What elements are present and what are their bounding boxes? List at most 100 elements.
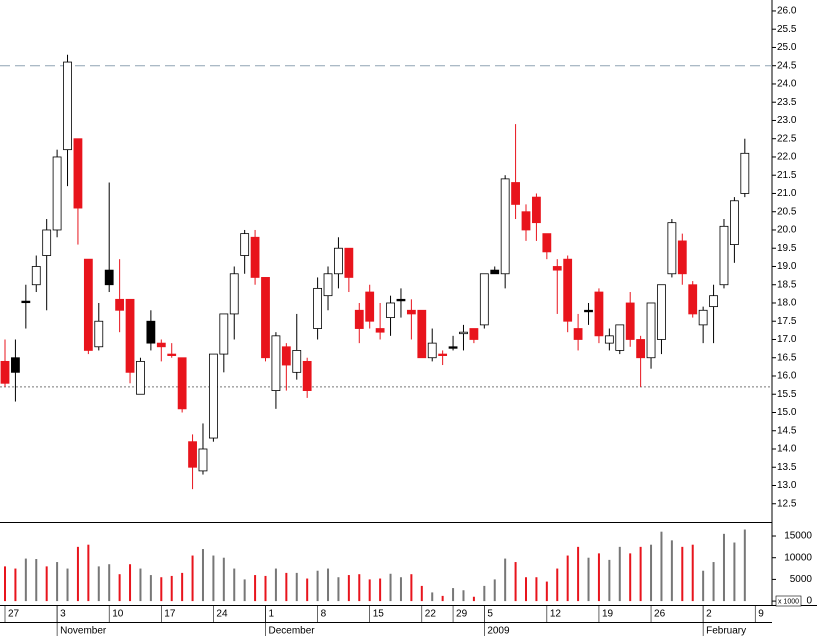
candle-body — [698, 309, 708, 326]
y-tick-label: 14.0 — [777, 444, 797, 455]
volume-bar — [431, 592, 434, 602]
candle-body — [636, 339, 646, 359]
volume-bar — [66, 568, 69, 602]
candle-body — [563, 258, 573, 322]
volume-bar — [691, 544, 694, 602]
volume-bar — [56, 562, 59, 602]
y-tick-label: 24.0 — [777, 79, 797, 90]
candle-body — [709, 295, 718, 308]
candle-body — [552, 266, 562, 271]
x-tick-label: 8 — [321, 609, 327, 620]
candle-body — [11, 357, 20, 373]
volume-bar — [670, 540, 673, 602]
candle-body — [281, 346, 291, 366]
candle-body — [688, 284, 698, 315]
candle-body — [271, 335, 281, 391]
volume-bar — [722, 533, 725, 602]
candle-body — [83, 258, 93, 351]
x-tick-label: 5 — [487, 609, 493, 620]
x-tick-label: 26 — [654, 609, 666, 620]
candle-body — [219, 313, 229, 355]
month-label: February — [706, 626, 746, 636]
candle-body — [625, 302, 635, 340]
candle-body — [396, 298, 406, 302]
volume-bar — [462, 590, 465, 602]
candle-body — [386, 302, 395, 318]
volume-bar — [233, 568, 236, 602]
volume-bar — [24, 558, 27, 602]
volume-bar — [306, 578, 309, 602]
volume-bar — [587, 557, 590, 602]
volume-bar — [702, 570, 705, 602]
candle-body — [344, 247, 354, 278]
y-tick-label: 0 — [806, 596, 812, 607]
candle-body — [229, 273, 239, 315]
x-tick-label: 9 — [758, 609, 764, 620]
volume-bar — [337, 577, 340, 602]
candle-body — [261, 277, 270, 359]
y-tick-label: 25.0 — [777, 42, 797, 53]
volume-bar — [566, 555, 569, 602]
y-tick-label: 17.5 — [777, 316, 797, 327]
y-tick-label: 12.5 — [777, 498, 797, 509]
y-tick-label: 25.5 — [777, 24, 797, 35]
candle-body — [490, 269, 500, 275]
candle-body — [740, 152, 750, 194]
candle-body — [334, 247, 343, 275]
volume-bar — [108, 564, 111, 602]
candle-body — [292, 350, 302, 373]
x-tick-label: 12 — [550, 609, 562, 620]
volume-bar — [712, 562, 715, 602]
candle-body — [52, 156, 62, 231]
volume-bar — [525, 577, 527, 602]
candle-body — [438, 353, 448, 356]
month-label: 2009 — [487, 626, 510, 636]
volume-bar — [597, 553, 600, 602]
candle-body — [657, 284, 666, 340]
volume-bar — [493, 579, 496, 602]
candle-body — [375, 328, 385, 333]
candle-body — [417, 309, 427, 359]
volume-bar — [379, 578, 382, 602]
candle-body — [177, 357, 187, 410]
candle-body — [42, 229, 52, 256]
volume-bar — [410, 574, 413, 602]
volume-bar — [264, 575, 267, 602]
candle-body — [354, 309, 364, 329]
volume-bar — [556, 568, 559, 602]
volume-bar — [222, 557, 225, 602]
y-tick-label: 15.5 — [777, 389, 797, 400]
y-tick-label: 22.5 — [777, 133, 797, 144]
volume-bar — [618, 546, 621, 602]
volume-bar — [733, 542, 736, 602]
volume-bar — [160, 577, 163, 602]
x-tick-label: 19 — [602, 609, 614, 620]
candle-body — [719, 225, 729, 286]
candle-body — [469, 328, 479, 340]
unit-note: x 1000 — [778, 598, 799, 605]
volume-bar — [577, 546, 580, 602]
candle-body — [0, 360, 10, 384]
volume-bar — [452, 588, 455, 602]
candle-body — [448, 346, 458, 349]
candle-body — [667, 222, 677, 275]
month-label: December — [269, 626, 316, 636]
y-tick-label: 21.5 — [777, 170, 797, 181]
candle-body — [323, 273, 333, 297]
volume-bar — [181, 572, 184, 602]
x-tick-label: 2 — [706, 609, 712, 620]
candle-body — [146, 320, 156, 344]
candle-body — [459, 331, 468, 335]
volume-bar — [14, 568, 17, 602]
candle-body — [511, 182, 520, 205]
volume-bar — [149, 575, 152, 602]
volume-bar — [170, 575, 173, 602]
x-tick-label: 17 — [164, 609, 176, 620]
candle-body — [500, 178, 510, 275]
volume-bar — [545, 581, 548, 602]
candle-body — [365, 291, 375, 322]
candle-body — [521, 211, 531, 231]
candle-body — [646, 302, 656, 359]
candle-body — [167, 353, 177, 356]
